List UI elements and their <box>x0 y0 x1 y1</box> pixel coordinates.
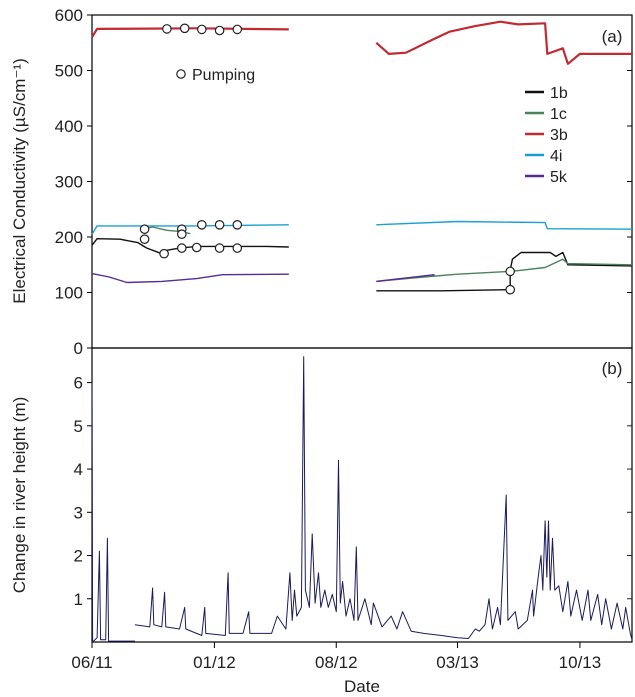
pumping-marker <box>197 220 207 230</box>
pumping-marker <box>232 24 243 35</box>
pumping-legend-marker <box>176 69 186 79</box>
pumping-marker <box>505 266 515 277</box>
x-tick-label: 06/11 <box>71 653 112 672</box>
pumping-marker <box>214 25 225 36</box>
y-tick-label: 1 <box>74 590 83 609</box>
y-tick-label: 2 <box>74 547 83 566</box>
pumping-marker <box>232 243 243 253</box>
legend-label-5k: 5k <box>550 169 568 186</box>
river-height-line-segment-2 <box>134 356 633 640</box>
panel-a-y-label: Electrical Conductivity (µS/cm⁻¹) <box>10 58 29 303</box>
y-tick-label: 500 <box>55 62 83 81</box>
panel-b-river-height: 1 2 3 4 5 6 06/11 01/12 08/12 03/13 10/13 (b) Cha… <box>10 347 633 696</box>
series-line-3b-segment-2 <box>375 20 632 65</box>
pumping-marker <box>139 234 150 244</box>
y-tick-label: 100 <box>55 284 83 303</box>
panel-a-conductivity: 0 100 200 300 400 500 600 (a) Pumping 1b 1c 3b 4i… <box>10 6 633 358</box>
pumping-marker <box>191 242 202 253</box>
pumping-marker <box>177 229 187 239</box>
y-tick-label: 600 <box>55 6 83 25</box>
panel-b-y-label: Change in river height (m) <box>10 397 29 594</box>
series-line-3b-segment-1 <box>91 27 289 38</box>
legend-label-3b: 3b <box>550 127 568 144</box>
panel-a-label: (a) <box>602 27 623 46</box>
panel-a-series <box>91 20 633 292</box>
y-tick-label: 6 <box>74 374 83 393</box>
legend-label-4i: 4i <box>550 148 562 165</box>
pumping-markers <box>139 23 515 295</box>
pumping-marker <box>139 224 150 234</box>
series-line-4i-segment-2 <box>376 220 633 230</box>
panel-b-label: (b) <box>602 359 623 378</box>
y-tick-label: 5 <box>74 417 83 436</box>
x-axis-ticks: 06/11 01/12 08/12 03/13 10/13 <box>71 642 601 672</box>
y-tick-label: 200 <box>55 228 83 247</box>
x-tick-label: 10/13 <box>559 653 602 672</box>
pumping-marker <box>214 243 225 253</box>
series-line-1c-segment-2 <box>376 258 633 283</box>
x-tick-label: 03/13 <box>436 653 479 672</box>
pumping-marker <box>179 23 190 34</box>
pumping-marker <box>162 24 172 34</box>
series-line-1b-segment-2 <box>376 251 633 292</box>
series-legend: 1b 1c 3b 4i 5k <box>525 85 568 186</box>
pumping-legend-label: Pumping <box>192 67 255 84</box>
x-tick-label: 08/12 <box>315 653 358 672</box>
y-tick-label: 3 <box>74 503 83 522</box>
pumping-marker <box>197 24 207 35</box>
series-line-5k-segment-2 <box>376 274 435 283</box>
river-height-line-segment-1 <box>91 382 135 643</box>
series-line-5k-segment-1 <box>91 272 289 284</box>
y-tick-label: 300 <box>55 173 83 192</box>
series-line-1b-segment-1 <box>91 237 289 255</box>
panel-b-series <box>91 356 633 643</box>
x-axis-label: Date <box>344 677 380 696</box>
pumping-marker <box>214 220 225 230</box>
pumping-marker <box>159 248 169 259</box>
series-line-4i-segment-1 <box>91 224 289 235</box>
x-tick-label: 01/12 <box>193 653 236 672</box>
panel-a-y-ticks: 0 100 200 300 400 500 600 <box>55 6 632 358</box>
pumping-marker <box>232 220 243 230</box>
pumping-marker <box>177 243 187 253</box>
legend-label-1b: 1b <box>550 85 568 102</box>
y-tick-label: 400 <box>55 117 83 136</box>
legend-label-1c: 1c <box>550 106 567 123</box>
panel-b-y-ticks: 1 2 3 4 5 6 <box>74 374 632 609</box>
y-tick-label: 0 <box>74 339 83 358</box>
y-tick-label: 4 <box>74 460 83 479</box>
panel-b-frame <box>91 347 633 643</box>
pumping-marker <box>505 284 515 295</box>
